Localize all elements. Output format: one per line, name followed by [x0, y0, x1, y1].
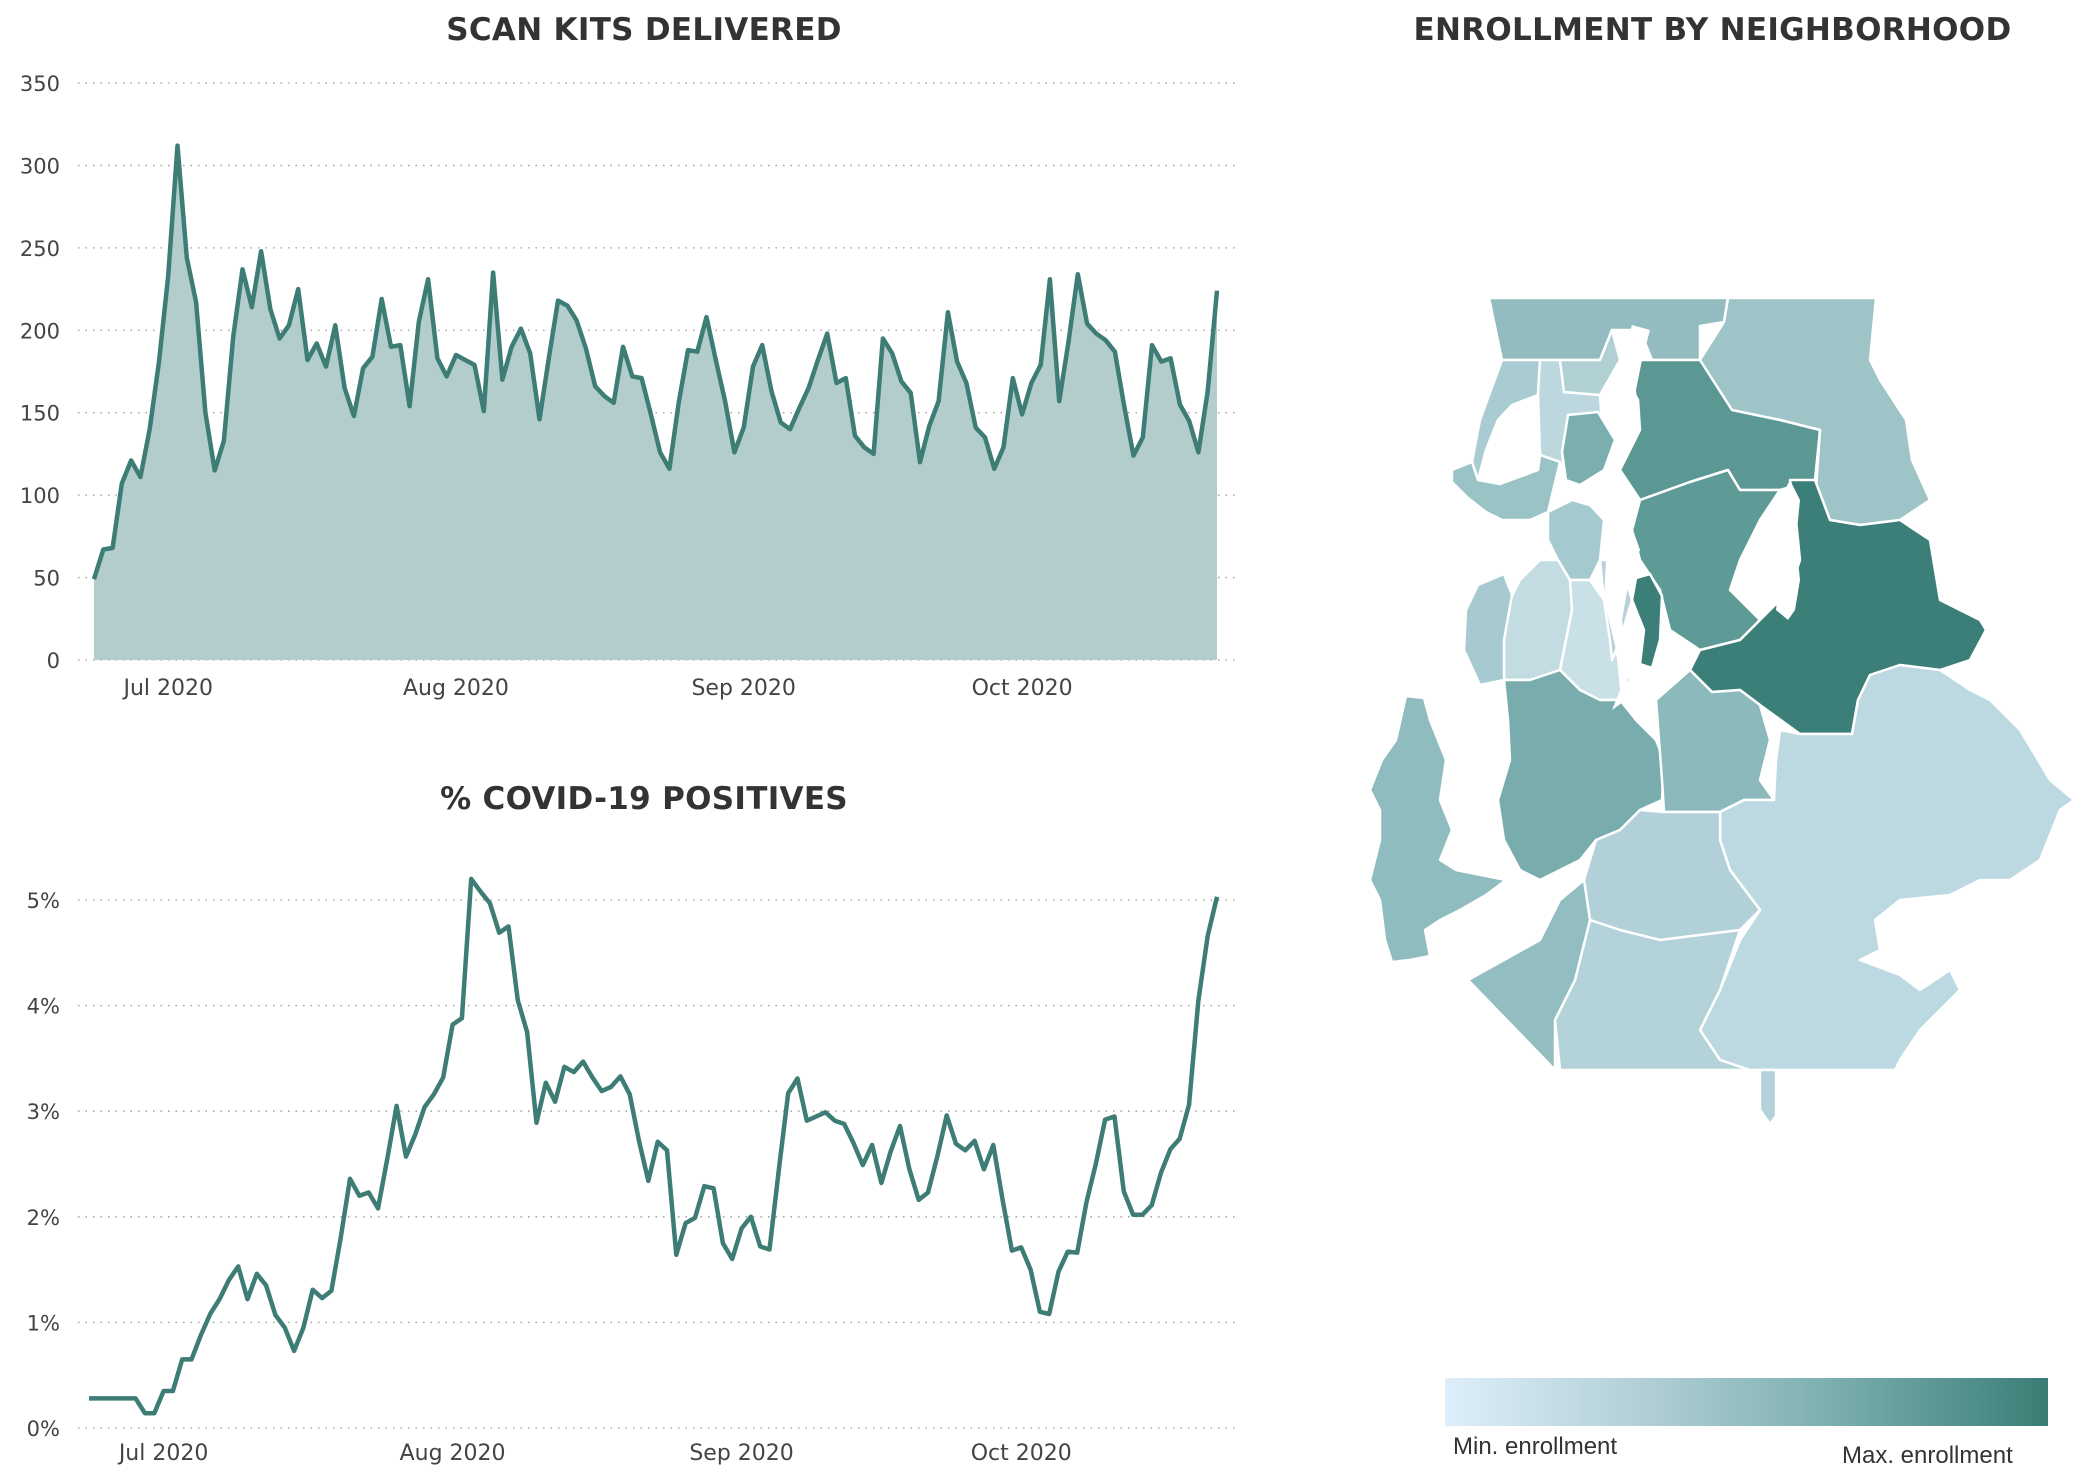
y-tick-label: 2%: [27, 1206, 60, 1230]
x-tick-label: Jul 2020: [117, 1441, 209, 1466]
map-title: ENROLLMENT BY NEIGHBORHOOD: [1413, 12, 2012, 48]
y-tick-label: 1%: [27, 1311, 60, 1335]
positives-title: % COVID-19 POSITIVES: [440, 781, 848, 817]
series-area: [94, 145, 1217, 661]
legend-min-label: Min. enrollment: [1453, 1433, 1618, 1460]
positives-chart: 0% 1% 2% 3% 4% 5% Jul 2020 Aug 2020 Sep 2020 Oct …: [27, 876, 1240, 1466]
y-tick-label: 50: [33, 567, 60, 591]
legend-max-label: Max. enrollment: [1842, 1442, 2013, 1469]
y-tick-label: 150: [20, 402, 60, 426]
y-tick-label: 250: [20, 237, 60, 261]
x-tick-label: Sep 2020: [691, 676, 795, 701]
x-tick-label: Oct 2020: [972, 676, 1073, 701]
map-region: [1560, 410, 1617, 487]
map-region: [1546, 498, 1606, 582]
x-tick-label: Aug 2020: [403, 676, 509, 701]
map-region: [1462, 572, 1514, 687]
x-tick-label: Aug 2020: [400, 1441, 506, 1466]
y-tick-label: 3%: [27, 1100, 60, 1124]
x-tick-label: Oct 2020: [971, 1441, 1072, 1466]
y-tick-label: 350: [20, 72, 60, 96]
y-tick-label: 4%: [27, 995, 60, 1019]
y-tick-label: 0: [47, 649, 60, 673]
series-line: [89, 876, 1220, 1416]
series-line: [91, 143, 1220, 580]
x-tick-label: Jul 2020: [121, 676, 213, 701]
map-region: [1450, 453, 1562, 522]
y-tick-label: 5%: [27, 889, 60, 913]
map-region: [1470, 358, 1542, 482]
map-region: [1630, 572, 1664, 670]
y-tick-label: 300: [20, 154, 60, 178]
scan-kits-chart: 0 50 100 150 200 250 300 350 Jul 2020 Aug 2020 Sep…: [20, 72, 1240, 701]
enrollment-map: [1368, 296, 2076, 1126]
map-region: [1466, 878, 1592, 1072]
x-tick-label: Sep 2020: [689, 1441, 793, 1466]
enrollment-legend-gradient: [1445, 1378, 2048, 1426]
y-tick-label: 0%: [27, 1417, 60, 1441]
scan-kits-title: SCAN KITS DELIVERED: [446, 12, 842, 48]
map-region: [1368, 694, 1508, 964]
y-tick-label: 200: [20, 319, 60, 343]
y-tick-label: 100: [20, 484, 60, 508]
